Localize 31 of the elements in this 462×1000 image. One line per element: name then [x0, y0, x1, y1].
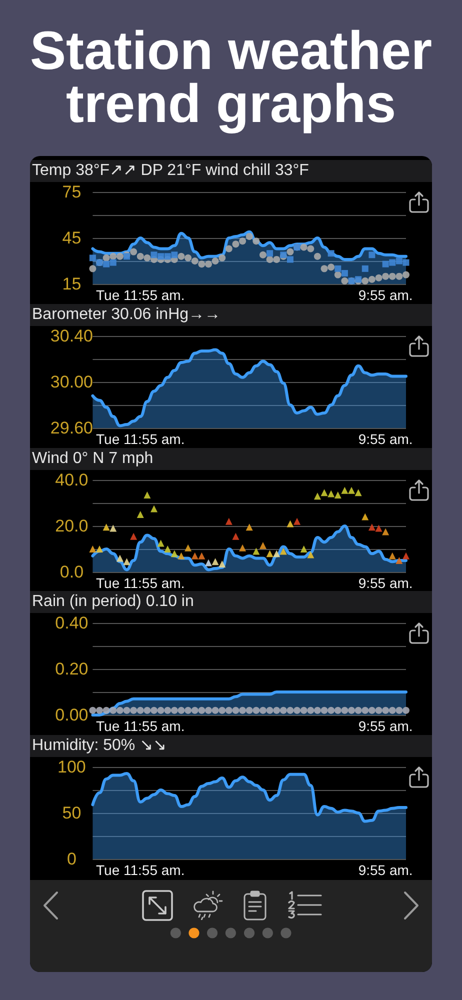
- chart-title: Wind 0° N 7 mph: [30, 448, 432, 470]
- y-tick-label: 0.40: [55, 614, 88, 633]
- y-tick-label: 0: [66, 850, 76, 868]
- y-tick-label: 15: [62, 274, 82, 294]
- x-tick-label: 9:55 am.: [358, 574, 413, 590]
- x-tick-label: 9:55 am.: [358, 862, 413, 878]
- y-tick-label: 30.40: [50, 326, 93, 346]
- x-tick-label: Tue 11:55 am.: [96, 574, 185, 590]
- x-tick-label: 9:55 am.: [358, 718, 413, 734]
- y-tick-label: 20.0: [55, 516, 88, 535]
- y-tick-label: 29.60: [50, 418, 93, 438]
- x-tick-label: 9:55 am.: [358, 430, 413, 447]
- y-tick-label: 0.20: [55, 660, 88, 679]
- y-tick-label: 30.00: [50, 372, 93, 392]
- y-tick-label: 45: [62, 228, 82, 248]
- y-tick-label: 75: [62, 182, 82, 202]
- text: Station weather trend graphs: [28, 21, 434, 134]
- chart-title: Barometer 30.06 inHg→→: [30, 304, 432, 326]
- y-tick-label: 0.0: [60, 562, 84, 581]
- y-tick-label: 0.00: [55, 706, 88, 725]
- chart-title: Humidity: 50% ↘↘: [30, 735, 432, 757]
- x-tick-label: Tue 11:55 am.: [96, 718, 185, 734]
- chart-title: Temp 38°F↗↗ DP 21°F wind chill 33°F: [30, 160, 432, 182]
- x-tick-label: Tue 11:55 am.: [96, 430, 185, 447]
- y-tick-label: 40.0: [55, 470, 88, 489]
- x-tick-label: Tue 11:55 am.: [96, 862, 185, 878]
- x-tick-label: Tue 11:55 am.: [96, 287, 185, 303]
- chart-title: Rain (in period) 0.10 in: [30, 591, 432, 614]
- y-tick-label: 50: [62, 804, 82, 822]
- x-tick-label: 9:55 am.: [358, 287, 413, 303]
- y-tick-label: 100: [58, 758, 86, 776]
